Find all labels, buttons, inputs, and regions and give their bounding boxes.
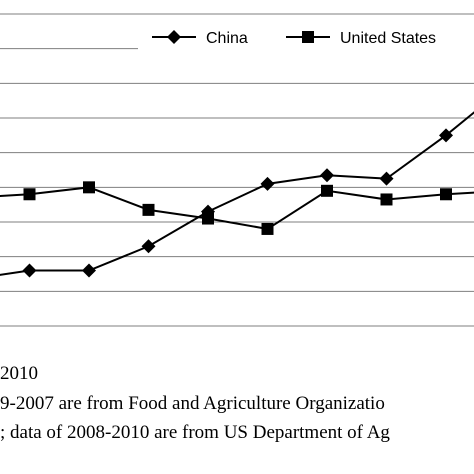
- diamond-marker: [379, 171, 394, 186]
- square-marker: [321, 184, 333, 197]
- caption-line-1: 2010: [0, 363, 38, 384]
- square-marker: [23, 188, 36, 201]
- legend-label: China: [206, 30, 248, 47]
- diamond-marker: [320, 168, 334, 183]
- square-marker: [440, 188, 452, 201]
- square-marker: [380, 193, 393, 206]
- legend-diamond-icon: [167, 30, 181, 44]
- legend-label: United States: [340, 30, 436, 47]
- series-line-united-states: [0, 186, 474, 230]
- diamond-marker: [260, 176, 275, 191]
- square-marker: [261, 222, 274, 235]
- square-marker: [142, 203, 155, 216]
- diamond-marker: [82, 263, 96, 278]
- legend: China United States: [138, 20, 474, 54]
- series-line-china: [0, 111, 474, 276]
- legend-square-icon: [302, 31, 314, 43]
- series-markers: [22, 128, 453, 278]
- caption-line-3: ; data of 2008-2010 are from US Departme…: [0, 422, 390, 443]
- caption-line-2: 9-2007 are from Food and Agriculture Org…: [0, 393, 385, 414]
- square-marker: [83, 181, 95, 194]
- series-lines: [0, 111, 474, 276]
- diamond-marker: [439, 128, 453, 143]
- diamond-marker: [22, 263, 37, 278]
- grid-lines: [0, 13, 474, 327]
- square-marker: [202, 212, 214, 225]
- line-chart: 20002001200220032004200520062007 ChinaUn…: [0, 13, 474, 327]
- diamond-marker: [141, 239, 156, 254]
